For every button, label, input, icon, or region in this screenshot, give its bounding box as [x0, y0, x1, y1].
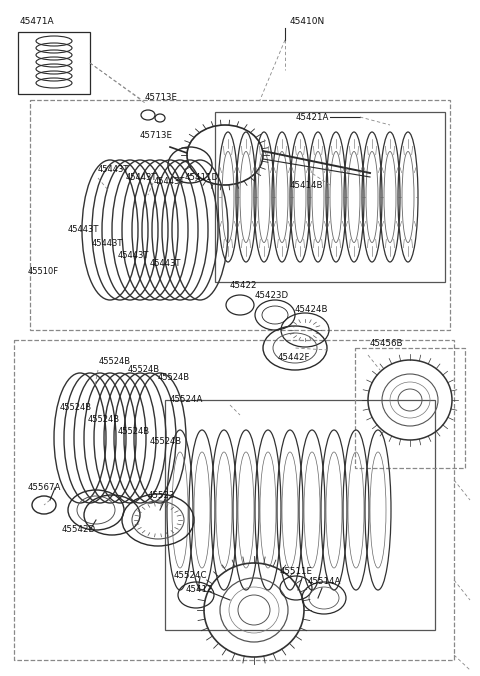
Text: 45456B: 45456B	[370, 339, 404, 349]
Text: 45514A: 45514A	[308, 577, 341, 587]
Text: 45443T: 45443T	[154, 178, 185, 187]
Text: 45471A: 45471A	[20, 18, 55, 26]
Text: 45443T: 45443T	[150, 260, 181, 268]
Text: 45524B: 45524B	[128, 366, 160, 375]
Bar	[30, 100, 450, 330]
Text: 45524B: 45524B	[99, 358, 131, 366]
Text: 45411D: 45411D	[185, 174, 219, 183]
Text: 45443T: 45443T	[126, 172, 157, 181]
Bar	[165, 400, 435, 630]
Text: 45524A: 45524A	[170, 395, 204, 404]
Text: 45567A: 45567A	[28, 483, 61, 493]
Text: 45443T: 45443T	[98, 166, 130, 174]
Text: 45524C: 45524C	[174, 571, 207, 579]
Text: 45421A: 45421A	[296, 112, 329, 122]
Text: 45422: 45422	[230, 281, 257, 289]
Bar	[355, 348, 465, 468]
Bar	[215, 112, 445, 282]
Text: 45443T: 45443T	[92, 239, 123, 249]
Text: 45510F: 45510F	[28, 268, 59, 276]
Bar	[18, 32, 90, 94]
Text: 45410N: 45410N	[290, 18, 325, 26]
Text: 45524B: 45524B	[150, 437, 182, 447]
Text: 45424B: 45424B	[295, 306, 328, 314]
Text: 45524B: 45524B	[158, 372, 190, 381]
Text: 45523: 45523	[148, 491, 176, 500]
Text: 45443T: 45443T	[118, 251, 149, 260]
Text: 45412: 45412	[186, 585, 214, 594]
Bar	[14, 340, 454, 660]
Text: 45423D: 45423D	[255, 291, 289, 299]
Text: 45524B: 45524B	[88, 416, 120, 425]
Text: 45442F: 45442F	[278, 354, 311, 362]
Text: 45511E: 45511E	[280, 567, 313, 577]
Text: 45713E: 45713E	[140, 130, 173, 139]
Text: 45524B: 45524B	[118, 427, 150, 437]
Text: 45542D: 45542D	[62, 525, 96, 535]
Text: 45443T: 45443T	[68, 226, 99, 235]
Text: 45524B: 45524B	[60, 404, 92, 412]
Text: 45414B: 45414B	[290, 180, 324, 189]
Text: 45713E: 45713E	[145, 93, 178, 103]
